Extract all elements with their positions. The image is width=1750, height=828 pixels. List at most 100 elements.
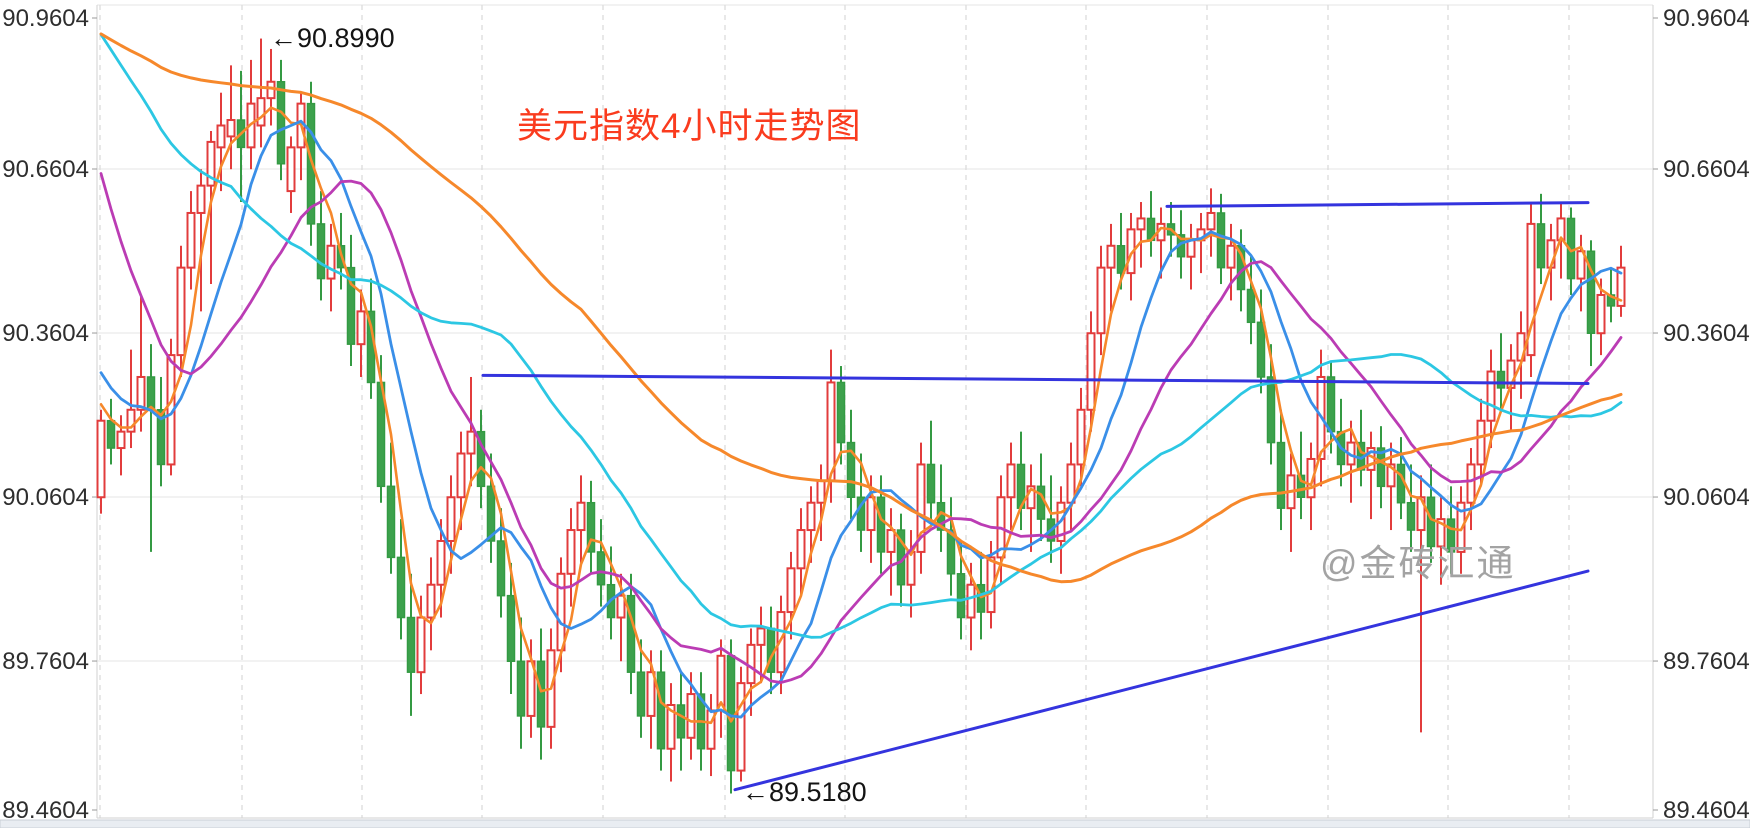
y-axis-label-left: 89.7604: [2, 648, 89, 675]
candle-down: [1296, 474, 1306, 498]
candle-up: [96, 419, 106, 499]
candle-up: [1206, 211, 1216, 231]
candle-down: [956, 573, 966, 619]
candle-up: [416, 616, 426, 674]
candle-up: [886, 529, 896, 553]
candle-up: [136, 375, 146, 411]
candle-down: [386, 485, 396, 559]
candle-down: [516, 660, 526, 717]
candle-down: [846, 441, 856, 498]
candle-down: [346, 266, 356, 345]
candle-up: [576, 501, 586, 532]
support-ascending: [733, 569, 1590, 792]
y-axis-label-right: 90.3604: [1663, 320, 1750, 347]
candle-down: [476, 430, 486, 488]
candle-down: [506, 594, 516, 663]
candle-up: [1436, 518, 1446, 548]
y-axis-label-right: 90.0604: [1663, 484, 1750, 511]
candle-down: [406, 616, 416, 673]
candle-up: [1386, 463, 1396, 488]
y-axis-label-right: 89.4604: [1663, 797, 1750, 824]
candle-down: [1496, 370, 1506, 389]
candle-up: [456, 452, 466, 499]
candle-up: [466, 430, 476, 455]
grid-layer: [0, 4, 1750, 828]
candle-down: [676, 704, 686, 739]
candle-layer: [96, 38, 1626, 794]
candle-up: [206, 140, 216, 187]
y-axis-label-left: 90.6604: [2, 156, 89, 183]
candle-down: [1586, 250, 1596, 334]
candle-down: [1406, 501, 1416, 531]
candle-up: [1006, 463, 1016, 499]
candle-down: [926, 463, 936, 504]
candle-down: [156, 409, 166, 466]
candle-down: [1256, 321, 1266, 378]
candle-down: [1276, 441, 1286, 509]
candle-up: [1616, 266, 1626, 307]
candle-down: [1326, 376, 1336, 433]
ma-slow-orange: [99, 32, 1623, 584]
candle-up: [1086, 332, 1096, 411]
candle-down: [316, 223, 326, 280]
candle-up: [866, 496, 876, 532]
trendline-layer: [481, 201, 1590, 792]
candle-up: [806, 501, 816, 532]
candle-up: [1526, 222, 1536, 357]
candle-down: [876, 496, 886, 553]
candle-up: [176, 266, 186, 357]
candle-up: [186, 211, 196, 269]
candle-down: [496, 540, 506, 597]
candle-up: [736, 682, 746, 772]
ma-blue: [99, 119, 1623, 719]
y-axis-label-left: 90.0604: [2, 484, 89, 511]
candle-up: [666, 703, 676, 750]
candle-down: [836, 381, 846, 444]
candle-down: [1116, 245, 1126, 274]
candle-up: [1136, 217, 1146, 231]
watermark: @金砖汇通: [1320, 543, 1516, 584]
candle-up: [216, 124, 226, 149]
candle-up: [326, 244, 336, 280]
candle-down: [656, 671, 666, 750]
candle-up: [1486, 370, 1496, 422]
candle-up: [686, 693, 696, 739]
candle-down: [486, 485, 496, 542]
candle-down: [976, 583, 986, 613]
candle-up: [1186, 239, 1196, 258]
chart-title: 美元指数4小时走势图: [517, 107, 861, 146]
y-axis-label-right: 89.7604: [1663, 648, 1750, 675]
candle-up: [1466, 463, 1476, 504]
candle-down: [1266, 376, 1276, 444]
y-axis-label-left: 90.3604: [2, 320, 89, 347]
candle-up: [966, 583, 976, 619]
candle-up: [1596, 293, 1606, 335]
candle-up: [746, 643, 756, 685]
candle-down: [306, 102, 316, 225]
candle-down: [586, 501, 596, 553]
candle-down: [536, 660, 546, 728]
candle-down: [1246, 288, 1256, 324]
candle-up: [126, 408, 136, 433]
candle-up: [796, 529, 806, 570]
high-annotation: ←90.8990: [270, 23, 395, 53]
candle-up: [1306, 457, 1316, 499]
candle-up: [1576, 250, 1586, 280]
candle-down: [106, 419, 116, 449]
candle-down: [1536, 223, 1546, 269]
y-axis-label-right: 90.6604: [1663, 156, 1750, 183]
candle-up: [196, 184, 206, 214]
candle-up: [436, 539, 446, 586]
candle-up: [256, 97, 266, 127]
y-axis-label-right: 90.9604: [1663, 5, 1750, 32]
candle-up: [1226, 244, 1236, 269]
candle-down: [276, 81, 286, 165]
candle-up: [566, 529, 576, 575]
candle-down: [636, 671, 646, 717]
ma-cyan: [99, 33, 1623, 639]
candle-down: [1376, 447, 1386, 488]
candle-up: [776, 611, 786, 674]
candle-down: [1396, 463, 1406, 504]
